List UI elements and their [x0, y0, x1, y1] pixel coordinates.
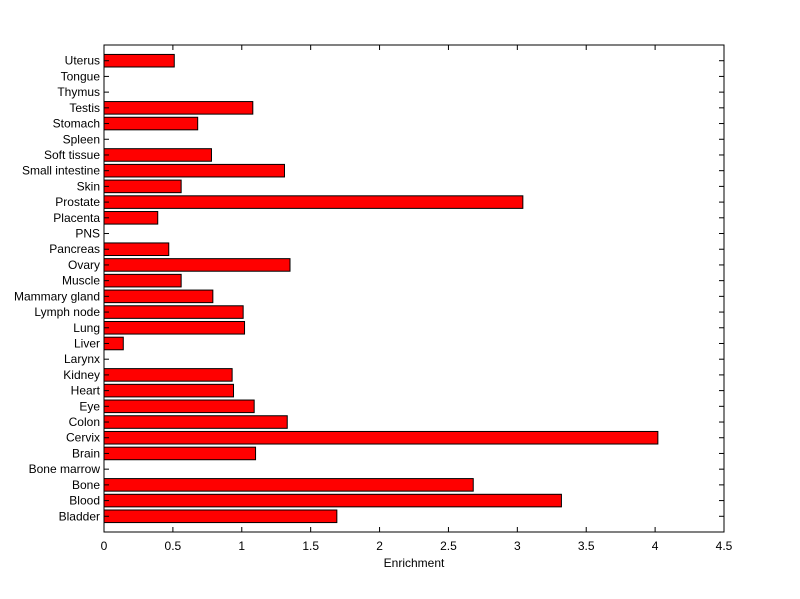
x-tick-label-4-5: 4.5 [716, 539, 733, 553]
bar-pancreas [103, 242, 170, 257]
y-tick-label-heart: Heart [71, 384, 101, 398]
bar-brain [103, 446, 257, 461]
bar-bone [103, 478, 474, 492]
y-tick-label-lung: Lung [73, 321, 100, 335]
y-tick-label-cervix: Cervix [66, 431, 100, 445]
x-tick-label-3-5: 3.5 [578, 539, 595, 553]
x-axis-title: Enrichment [384, 556, 445, 570]
bar-placenta [103, 211, 159, 225]
bar-blood [103, 493, 562, 508]
bar-soft-tissue [103, 148, 212, 162]
y-tick-label-larynx: Larynx [64, 352, 100, 366]
bar-eye [103, 399, 255, 414]
y-tick-label-tongue: Tongue [61, 69, 101, 83]
bar-uterus [103, 53, 175, 68]
x-tick-label-0: 0 [101, 539, 108, 553]
y-tick-label-spleen: Spleen [63, 132, 100, 146]
y-tick-label-uterus: Uterus [65, 54, 100, 68]
bar-prostate [103, 195, 524, 209]
bar-mammary-gland [103, 289, 214, 304]
x-axis-ticks: 0 0.5 1 1.5 2 2.5 3 3.5 4 4.5 [101, 45, 733, 553]
bar-small-intestine [103, 163, 285, 178]
y-tick-label-eye: Eye [79, 399, 100, 413]
y-tick-label-pns: PNS [75, 227, 100, 241]
y-tick-label-pancreas: Pancreas [49, 242, 100, 256]
bar-muscle [103, 273, 182, 288]
y-tick-label-muscle: Muscle [62, 274, 100, 288]
y-tick-label-liver: Liver [74, 336, 100, 350]
y-tick-label-small-intestine: Small intestine [22, 164, 100, 178]
x-tick-label-1: 1 [238, 539, 245, 553]
bar-kidney [103, 368, 233, 382]
y-tick-label-bone: Bone [72, 478, 100, 492]
bar-stomach [103, 116, 199, 131]
x-tick-label-3: 3 [514, 539, 521, 553]
bars-layer [103, 53, 659, 524]
y-tick-label-kidney: Kidney [63, 368, 100, 382]
bar-cervix [103, 430, 659, 445]
y-tick-label-blood: Blood [69, 494, 100, 508]
bar-ovary [103, 258, 291, 272]
y-tick-label-mammary-gland: Mammary gland [14, 289, 100, 303]
x-tick-label-1-5: 1.5 [302, 539, 319, 553]
y-tick-label-brain: Brain [72, 446, 100, 460]
bar-testis [103, 101, 254, 115]
x-tick-label-2: 2 [376, 539, 383, 553]
y-tick-label-bone-marrow: Bone marrow [29, 462, 101, 476]
x-tick-label-2-5: 2.5 [440, 539, 457, 553]
y-tick-label-lymph-node: Lymph node [34, 305, 100, 319]
bar-lung [103, 320, 246, 335]
y-tick-label-prostate: Prostate [55, 195, 100, 209]
bar-skin [103, 179, 182, 194]
y-tick-label-soft-tissue: Soft tissue [44, 148, 100, 162]
y-tick-label-ovary: Ovary [68, 258, 100, 272]
y-tick-label-stomach: Stomach [53, 117, 100, 131]
y-tick-label-placenta: Placenta [53, 211, 100, 225]
bar-heart [103, 383, 235, 398]
bar-bladder [103, 509, 338, 524]
y-tick-label-skin: Skin [77, 179, 100, 193]
bar-lymph-node [103, 305, 244, 319]
x-tick-label-4: 4 [652, 539, 659, 553]
bar-colon [103, 415, 288, 429]
y-tick-label-bladder: Bladder [59, 509, 100, 523]
y-tick-label-thymus: Thymus [57, 85, 100, 99]
y-tick-label-colon: Colon [69, 415, 100, 429]
x-tick-label-0-5: 0.5 [165, 539, 182, 553]
y-tick-label-testis: Testis [69, 101, 100, 115]
